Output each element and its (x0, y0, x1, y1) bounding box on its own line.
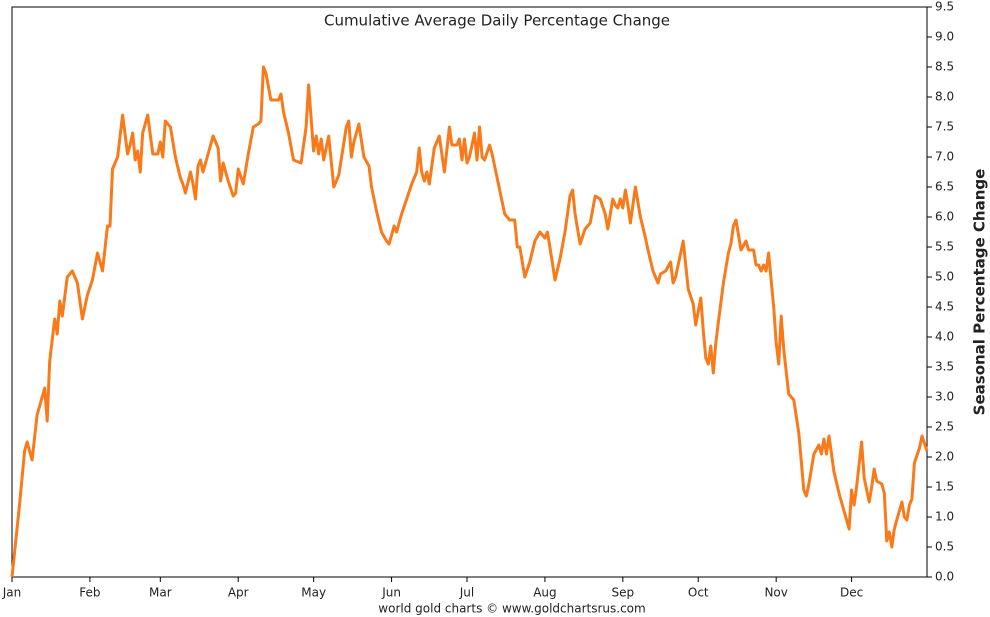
x-tick-label: Feb (79, 586, 100, 600)
y-tick-label: 6.5 (935, 180, 954, 194)
x-tick-label: Jul (459, 586, 474, 600)
y-tick-label: 7.0 (935, 150, 954, 164)
y-tick-label: 7.5 (935, 120, 954, 134)
y-tick-label: 0.5 (935, 540, 954, 554)
y-tick-label: 8.0 (935, 90, 954, 104)
y-tick-label: 5.0 (935, 270, 954, 284)
plot-frame (11, 6, 928, 578)
y-tick-label: 8.5 (935, 60, 954, 74)
y-tick-label: 6.0 (935, 210, 954, 224)
x-tick-label: Dec (840, 586, 863, 600)
y-tick-label: 4.5 (935, 300, 954, 314)
y-tick-label: 1.5 (935, 480, 954, 494)
y-tick-label: 3.0 (935, 390, 954, 404)
x-tick-label: Jan (2, 586, 22, 600)
y-tick-label: 1.0 (935, 510, 954, 524)
x-tick-label: Nov (764, 586, 787, 600)
x-tick-label: Mar (149, 586, 172, 600)
y-tick-label: 2.0 (935, 450, 954, 464)
source-note: world gold charts © www.goldchartsrus.co… (378, 602, 645, 616)
y-tick-label: 9.5 (935, 0, 954, 14)
y-tick-label: 5.5 (935, 240, 954, 254)
x-tick-label: May (301, 586, 326, 600)
y-tick-label: 0.0 (935, 570, 954, 584)
y-tick-label: 3.5 (935, 360, 954, 374)
y-tick-label: 4.0 (935, 330, 954, 344)
x-tick-label: Oct (688, 586, 709, 600)
chart-title: Cumulative Average Daily Percentage Chan… (324, 12, 670, 30)
x-tick-label: Apr (228, 586, 249, 600)
series-line (10, 65, 929, 578)
y-tick-label: 9.0 (935, 30, 954, 44)
y-tick-label: 2.5 (935, 420, 954, 434)
x-tick-label: Jun (381, 586, 401, 600)
y-axis-label: Seasonal Percentage Change (971, 169, 989, 416)
x-tick-label: Sep (612, 586, 635, 600)
x-tick-label: Aug (533, 586, 556, 600)
